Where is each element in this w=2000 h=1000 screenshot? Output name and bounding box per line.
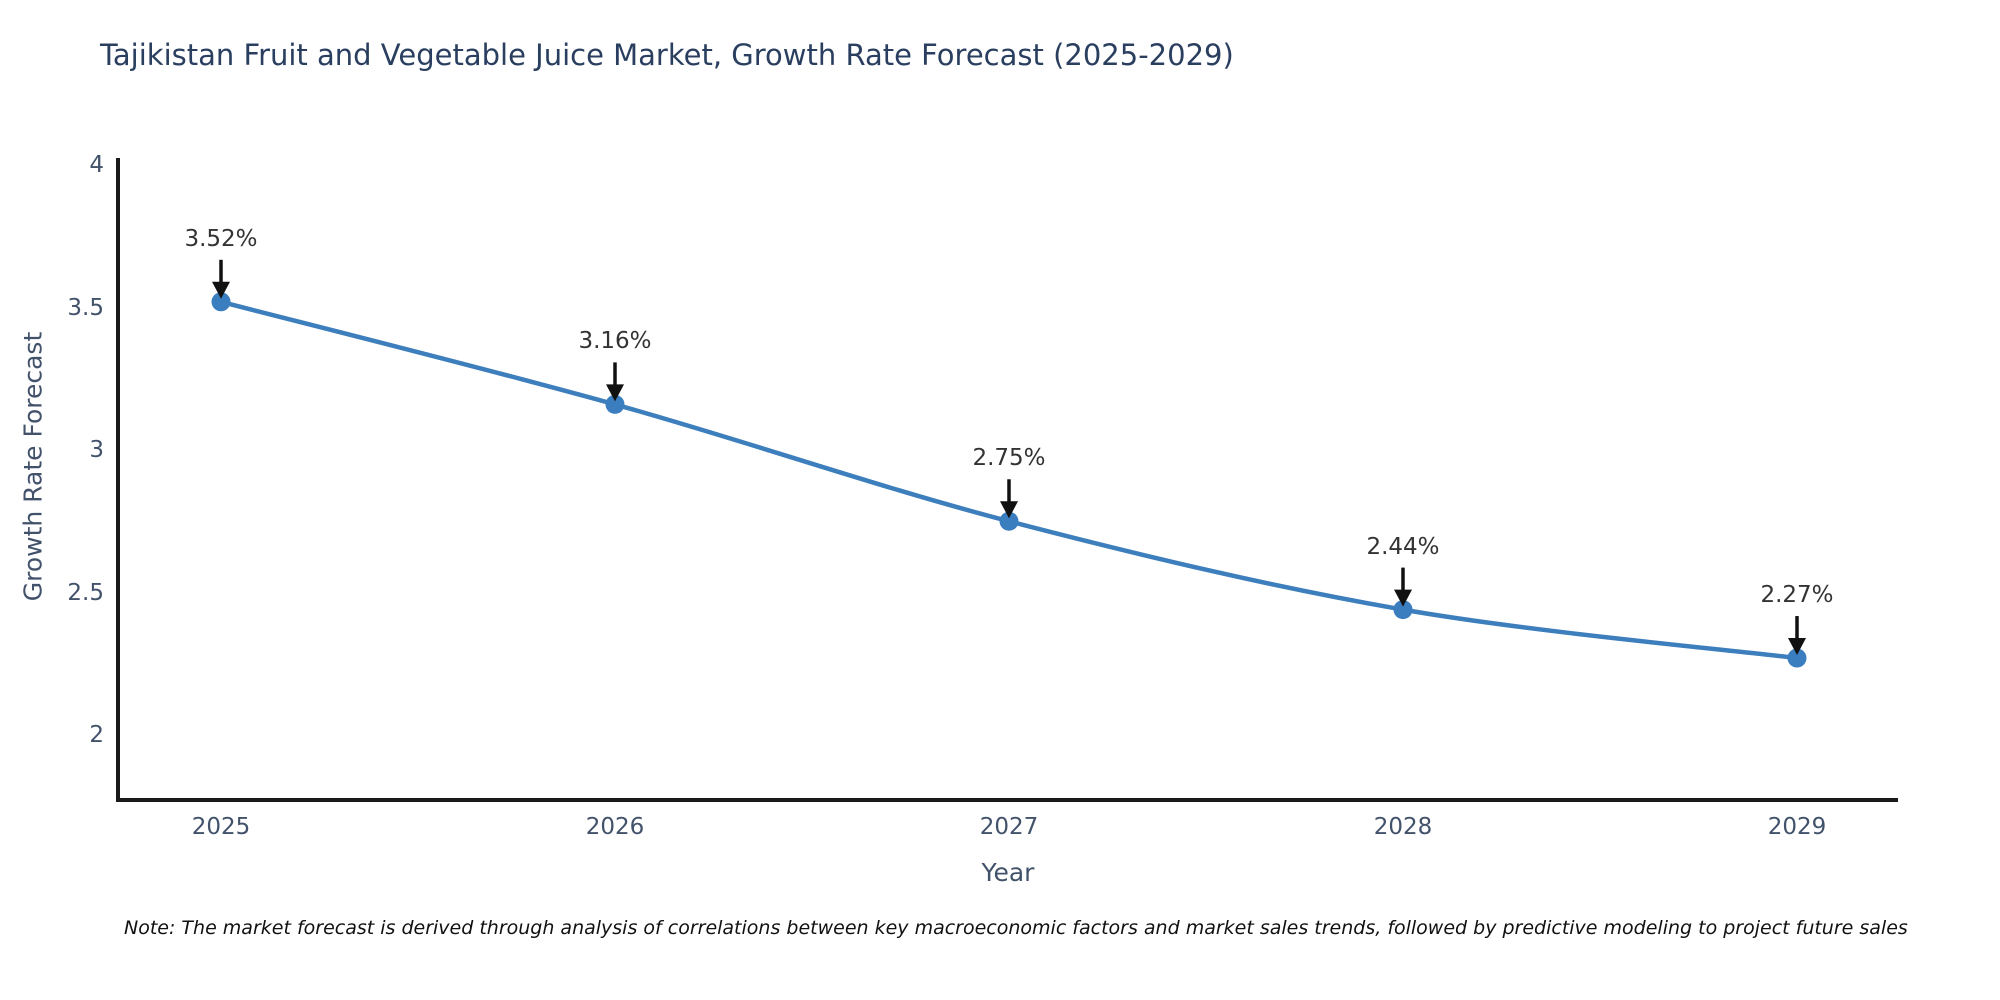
data-point-marker[interactable]: [605, 394, 625, 414]
data-point-label: 2.44%: [1366, 533, 1440, 560]
data-point-label: 2.75%: [972, 445, 1046, 472]
x-tick-label: 2027: [979, 814, 1039, 840]
x-axis-title: Year: [981, 858, 1035, 887]
data-point-marker[interactable]: [1787, 648, 1807, 668]
data-point-marker[interactable]: [211, 292, 231, 312]
x-tick-label: 2025: [191, 814, 251, 840]
y-tick-label: 4: [89, 152, 104, 178]
data-point-label: 2.27%: [1760, 582, 1834, 609]
data-point-label: 3.16%: [578, 328, 652, 355]
annotation-arrowhead: [212, 281, 230, 299]
annotation-arrowhead: [1788, 638, 1806, 656]
data-point-marker[interactable]: [999, 511, 1019, 531]
x-tick-label: 2029: [1767, 814, 1827, 840]
data-point-marker[interactable]: [1393, 600, 1413, 620]
annotation-arrowhead: [1394, 589, 1412, 607]
data-point-label: 3.52%: [184, 225, 258, 252]
y-tick-label: 3.5: [67, 294, 104, 321]
x-tick-label: 2028: [1373, 814, 1433, 840]
annotation-arrowhead: [1000, 501, 1018, 519]
annotation-arrowhead: [606, 384, 624, 402]
chart-title: Tajikistan Fruit and Vegetable Juice Mar…: [100, 38, 1234, 72]
y-tick-label: 2: [89, 722, 104, 748]
y-tick-label: 2.5: [67, 579, 104, 606]
y-tick-label: 3: [89, 437, 104, 463]
footnote: Note: The market forecast is derived thr…: [124, 917, 1908, 939]
x-tick-label: 2026: [585, 814, 645, 840]
